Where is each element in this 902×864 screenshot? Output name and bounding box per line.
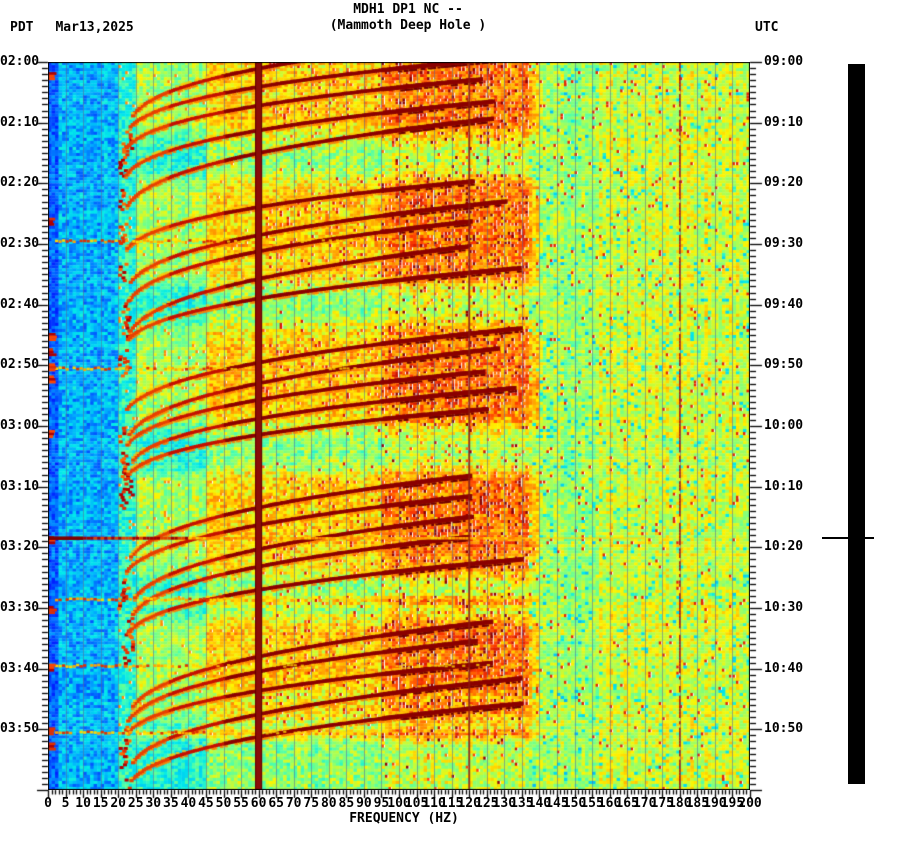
right-time-label: 09:50 bbox=[764, 357, 804, 373]
left-time-label: 03:40 bbox=[0, 660, 40, 676]
freq-tick-label: 70 bbox=[285, 796, 302, 811]
freq-tick-label: 165 bbox=[615, 796, 639, 811]
freq-tick-label: 10 bbox=[75, 796, 91, 811]
left-time-label: 02:20 bbox=[0, 175, 40, 191]
left-time-label: 02:40 bbox=[0, 296, 40, 312]
freq-tick-label: 80 bbox=[320, 796, 337, 811]
left-time-label: 03:20 bbox=[0, 539, 40, 555]
freq-tick-label: 110 bbox=[422, 796, 446, 811]
right-time-label: 10:10 bbox=[764, 478, 804, 494]
freq-tick-label: 90 bbox=[356, 796, 372, 811]
freq-tick-label: 145 bbox=[545, 796, 569, 811]
freq-tick-label: 75 bbox=[303, 796, 320, 811]
left-time-label: 03:10 bbox=[0, 478, 40, 494]
freq-tick-label: 55 bbox=[233, 796, 249, 811]
right-time-label: 09:40 bbox=[764, 296, 804, 312]
freq-tick-label: 20 bbox=[110, 796, 127, 811]
right-time-label: 09:20 bbox=[764, 175, 804, 191]
freq-tick-label: 180 bbox=[668, 796, 692, 811]
amplitude-trace-bar bbox=[848, 64, 865, 784]
freq-tick-label: 5 bbox=[61, 796, 70, 811]
freq-tick-label: 30 bbox=[145, 796, 162, 811]
right-time-label: 09:30 bbox=[764, 236, 804, 251]
spectrogram-heatmap bbox=[48, 62, 750, 790]
freq-tick-label: 120 bbox=[457, 796, 481, 811]
freq-tick-label: 50 bbox=[215, 796, 232, 811]
freq-tick-label: 105 bbox=[404, 796, 429, 811]
freq-tick-label: 85 bbox=[338, 796, 355, 811]
freq-tick-label: 65 bbox=[268, 796, 284, 811]
left-time-label: 03:00 bbox=[0, 418, 40, 433]
freq-tick-label: 190 bbox=[703, 796, 727, 811]
freq-tick-label: 160 bbox=[597, 796, 622, 811]
freq-tick-label: 40 bbox=[180, 796, 197, 811]
freq-tick-label: 115 bbox=[439, 796, 464, 811]
left-time-label: 03:50 bbox=[0, 721, 40, 737]
left-time-label: 02:30 bbox=[0, 236, 40, 251]
right-time-label: 09:10 bbox=[764, 114, 804, 130]
freq-tick-label: 175 bbox=[650, 796, 674, 811]
freq-tick-label: 155 bbox=[580, 796, 604, 811]
freq-tick-label: 95 bbox=[373, 796, 390, 811]
freq-tick-label: 130 bbox=[492, 796, 517, 811]
right-time-label: 10:50 bbox=[764, 721, 804, 737]
right-time-label: 10:30 bbox=[764, 600, 804, 615]
freq-tick-label: 15 bbox=[92, 796, 109, 811]
freq-tick-label: 35 bbox=[163, 796, 179, 811]
left-time-label: 02:10 bbox=[0, 114, 40, 130]
right-time-label: 10:20 bbox=[764, 539, 804, 555]
trace-time-marker bbox=[822, 537, 874, 539]
right-time-label: 09:00 bbox=[764, 54, 804, 69]
freq-tick-label: 150 bbox=[562, 796, 587, 811]
right-time-label: 10:00 bbox=[764, 418, 804, 433]
freq-tick-label: 60 bbox=[250, 796, 267, 811]
frequency-axis-title: FREQUENCY (HZ) bbox=[349, 811, 459, 826]
left-time-label: 02:50 bbox=[0, 357, 40, 373]
freq-tick-label: 200 bbox=[738, 796, 762, 811]
freq-tick-label: 25 bbox=[127, 796, 144, 811]
freq-tick-label: 135 bbox=[510, 796, 534, 811]
freq-tick-label: 125 bbox=[475, 796, 499, 811]
freq-tick-label: 195 bbox=[720, 796, 745, 811]
freq-tick-label: 0 bbox=[44, 796, 52, 811]
freq-tick-label: 45 bbox=[198, 796, 214, 811]
freq-tick-label: 170 bbox=[632, 796, 657, 811]
left-time-label: 02:00 bbox=[0, 54, 40, 69]
left-time-label: 03:30 bbox=[0, 600, 40, 615]
freq-tick-label: 100 bbox=[387, 796, 411, 811]
freq-tick-label: 140 bbox=[527, 796, 552, 811]
right-time-label: 10:40 bbox=[764, 660, 804, 676]
freq-tick-label: 185 bbox=[685, 796, 710, 811]
